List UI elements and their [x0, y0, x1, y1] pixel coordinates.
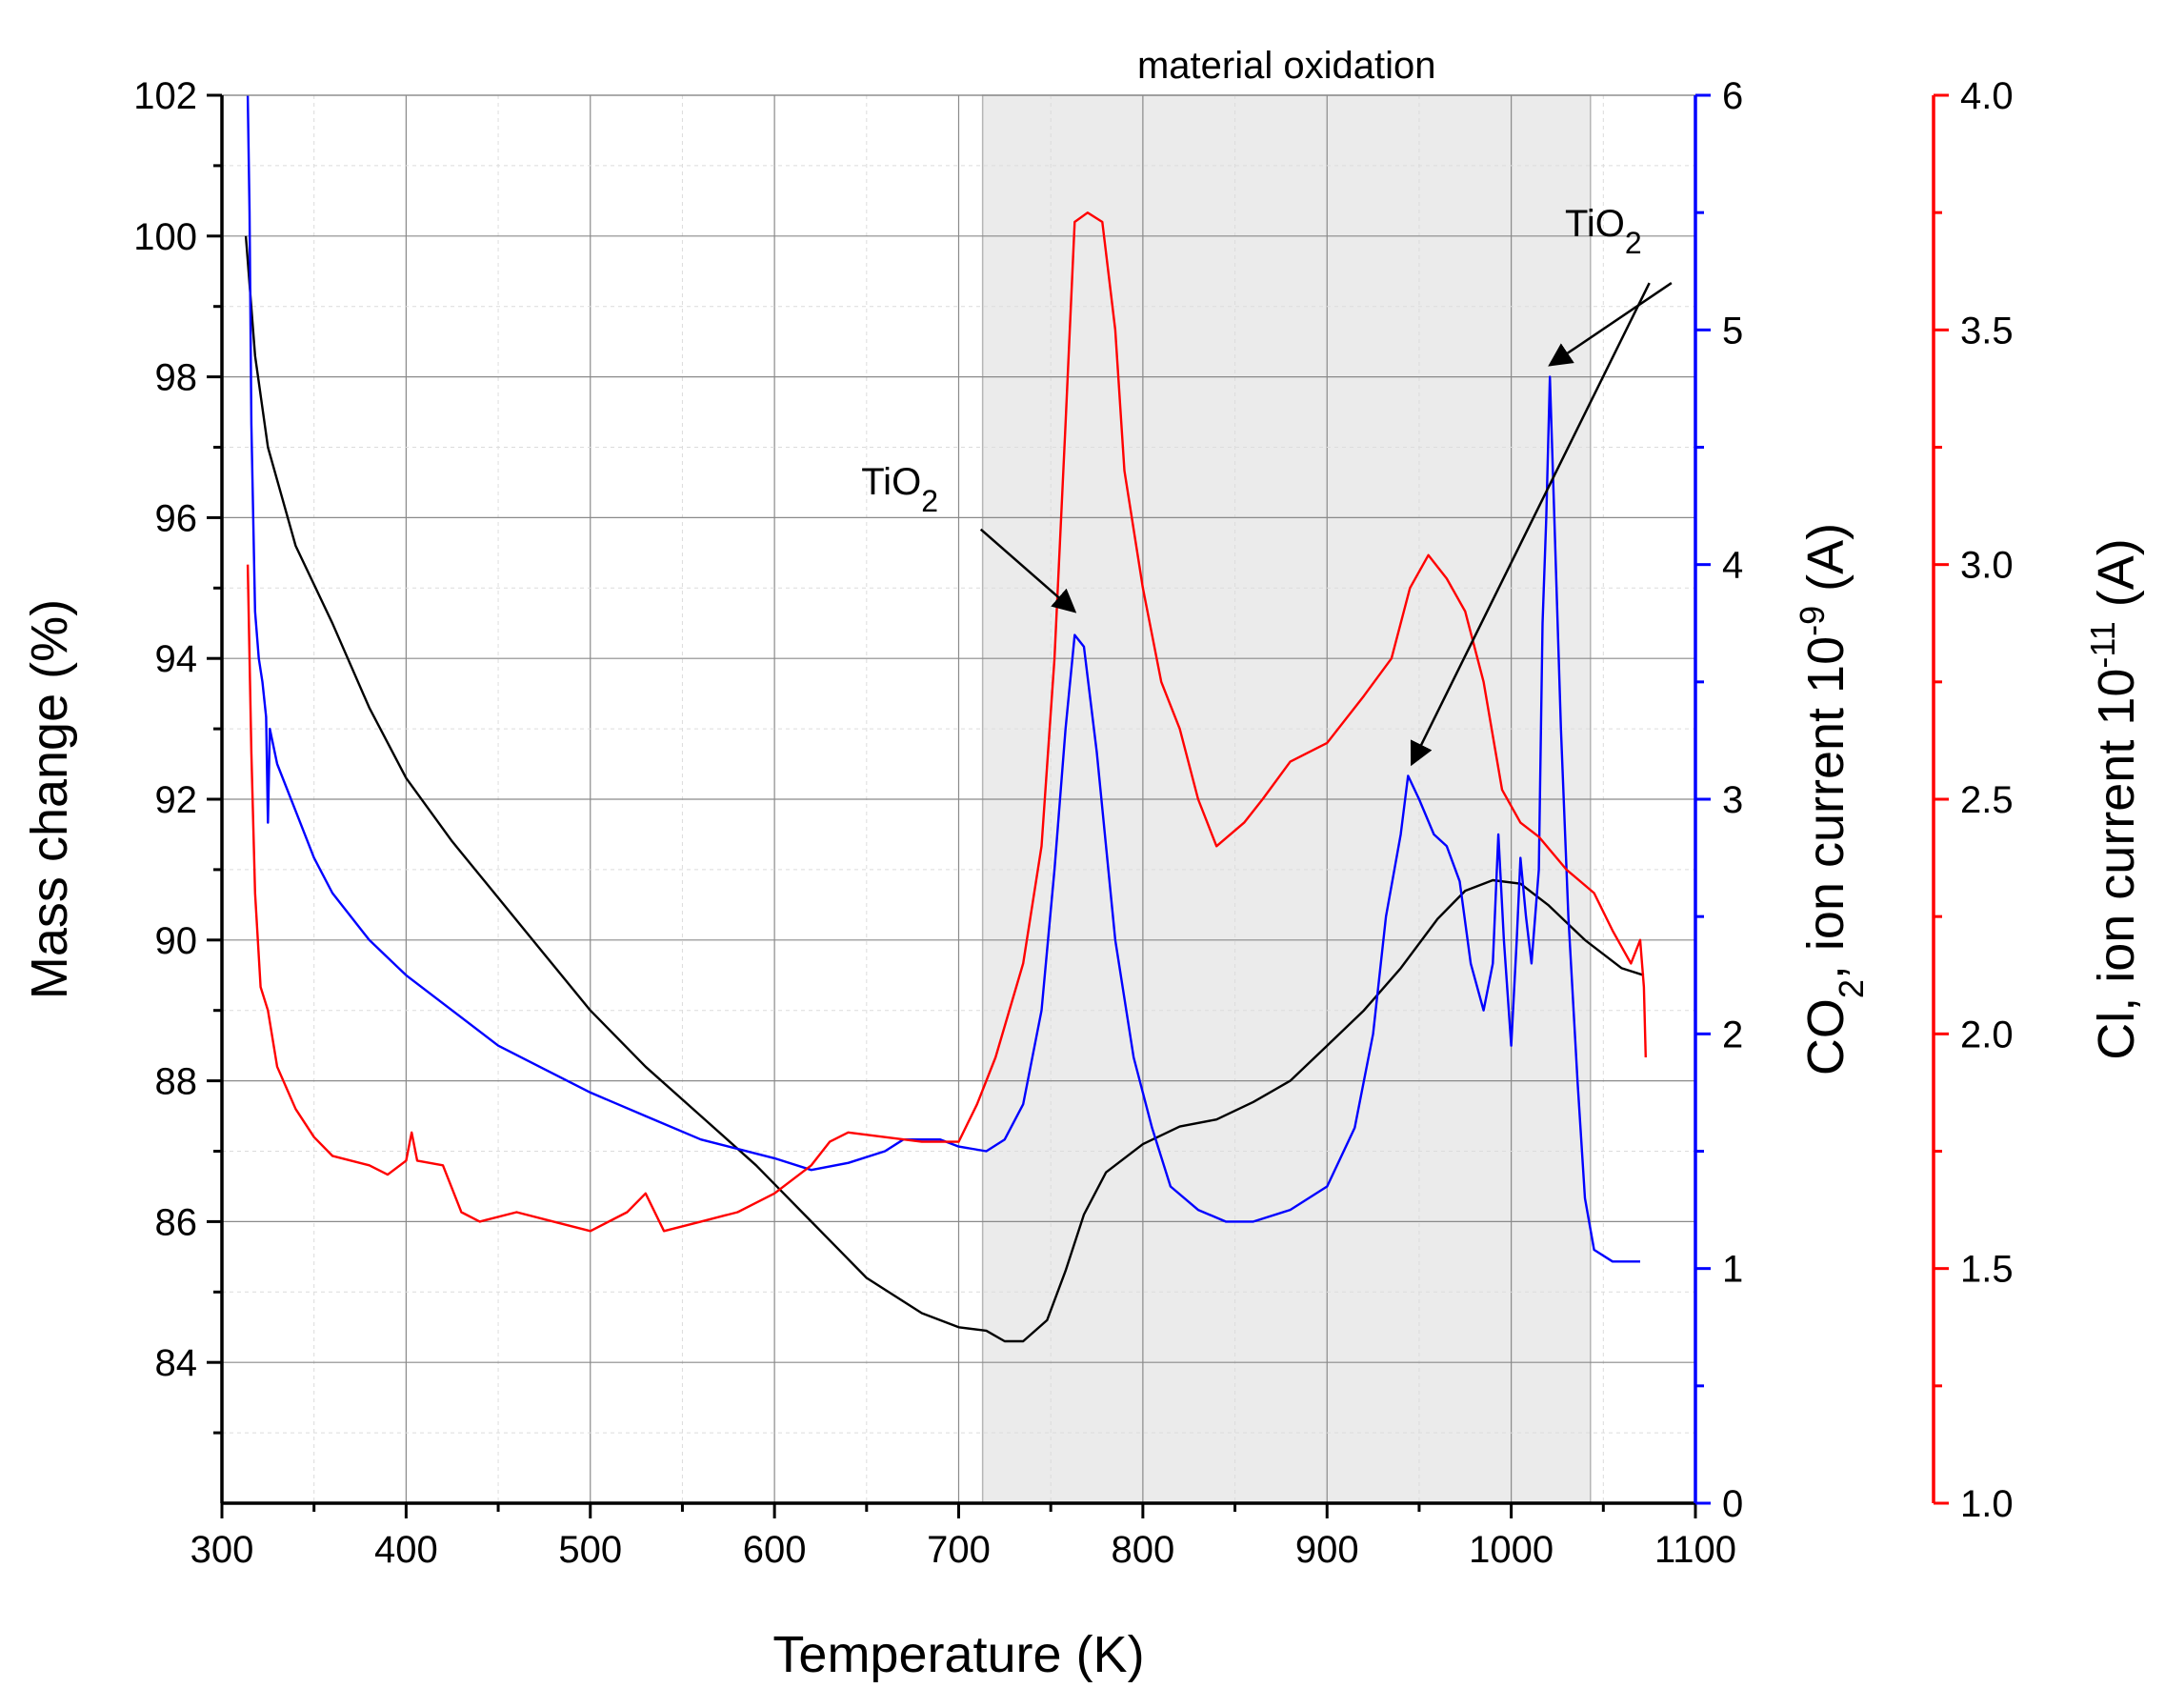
y-left-tick-label: 90: [155, 920, 198, 962]
y-axis-left-title: Mass change (%): [21, 599, 78, 999]
y-axis-cl-title: Cl, ion current 10-11 (A): [2083, 538, 2146, 1060]
x-tick-label: 600: [743, 1529, 807, 1571]
y-left-tick-label: 86: [155, 1201, 198, 1243]
series-mass-change: [244, 235, 1645, 1343]
y-co2-tick-label: 0: [1722, 1483, 1743, 1525]
annotation-arrow: [1410, 282, 1651, 767]
y-axis-co2-title: CO2, ion current 10-9 (A): [1793, 523, 1871, 1075]
shaded-region-label: material oxidation: [1137, 45, 1436, 87]
x-tick-label: 1000: [1469, 1529, 1554, 1571]
y-left-tick-label: 88: [155, 1061, 198, 1103]
annotation-label-sub: 2: [1625, 226, 1642, 260]
gridlines: [221, 94, 1696, 1503]
annotation-arrow: [1548, 282, 1673, 367]
annotations: TiO2 TiO2: [861, 203, 1673, 767]
x-tick-label: 500: [558, 1529, 622, 1571]
annotation-label: TiO2: [1565, 203, 1642, 260]
x-tick-label: 700: [927, 1529, 991, 1571]
x-tick-label: 400: [374, 1529, 438, 1571]
y-co2-tick-label: 4: [1722, 545, 1743, 587]
y-axis-co2-title-sub: 2: [1832, 979, 1871, 998]
x-tick-label: 800: [1112, 1529, 1175, 1571]
series-cl-ion-current: [246, 211, 1647, 1233]
x-axis-title: Temperature (K): [772, 1626, 1144, 1683]
axes: 300 400 500 600 700 800 900 1000 1100Temperature…: [21, 75, 2145, 1683]
series-co2-ion-current: [246, 94, 1640, 1263]
x-tick-label: 300: [190, 1529, 254, 1571]
annotation-arrow: [979, 528, 1077, 613]
y-cl-tick-label: 4.0: [1960, 75, 2014, 117]
y-cl-tick-label: 3.5: [1960, 310, 2014, 352]
y-left-tick-label: 96: [155, 497, 198, 539]
y-axis-co2-title-sup: -9: [1793, 606, 1832, 636]
y-co2-tick-label: 3: [1722, 779, 1743, 821]
y-co2-tick-label: 1: [1722, 1249, 1743, 1291]
y-left-tick-label: 102: [133, 75, 197, 117]
annotation-label-sub: 2: [921, 484, 938, 518]
y-cl-tick-label: 1.5: [1960, 1249, 2014, 1291]
y-co2-tick-label: 5: [1722, 310, 1743, 352]
y-left-tick-label: 98: [155, 357, 198, 399]
y-left-tick-label: 84: [155, 1342, 198, 1384]
x-tick-label: 1100: [1654, 1529, 1736, 1571]
x-tick-label: 900: [1295, 1529, 1359, 1571]
y-left-tick-label: 100: [133, 216, 197, 258]
y-cl-tick-label: 1.0: [1960, 1483, 2014, 1525]
y-cl-tick-label: 2.0: [1960, 1014, 2014, 1055]
y-cl-tick-label: 3.0: [1960, 545, 2014, 587]
y-left-tick-label: 92: [155, 779, 198, 821]
y-axis-cl-title-sup: -11: [2083, 621, 2122, 668]
y-left-tick-label: 94: [155, 638, 198, 680]
y-co2-tick-label: 6: [1722, 75, 1743, 117]
y-cl-tick-label: 2.5: [1960, 779, 2014, 821]
data-series: [244, 94, 1647, 1343]
annotation-label: TiO2: [861, 461, 938, 518]
y-co2-tick-label: 2: [1722, 1014, 1743, 1055]
